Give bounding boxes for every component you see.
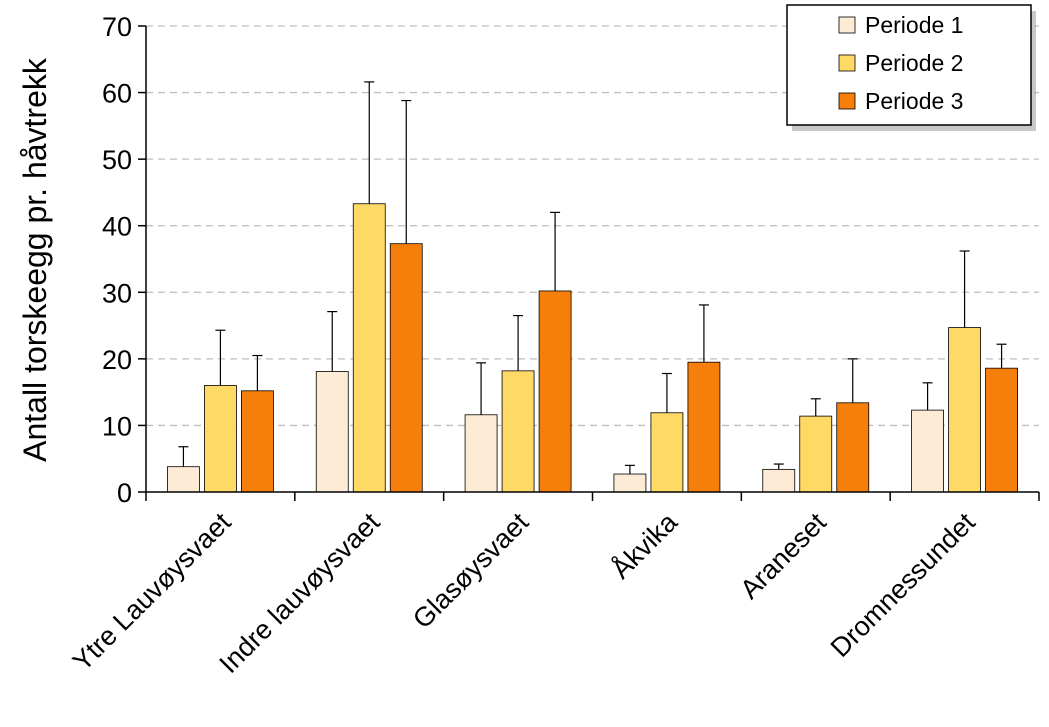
bar-periode-2 [799,415,833,493]
bar-periode-2 [501,370,535,493]
legend-box [786,4,1032,126]
bar-periode-3 [389,243,423,493]
legend-label: Periode 1 [865,12,963,38]
bar-periode-1 [911,409,944,493]
y-tick-label: 60 [102,79,132,109]
bar-periode-1 [762,468,796,493]
bar-periode-1 [613,473,647,493]
y-tick-label: 70 [102,12,132,42]
y-tick-label: 0 [117,478,132,508]
legend-swatch [838,92,856,110]
y-tick-label: 10 [102,411,132,441]
legend: Periode 1 Periode 2 Periode 3 [786,4,1036,131]
bar-periode-1 [315,371,349,493]
y-tick-label: 50 [102,145,132,175]
bar-periode-3 [985,367,1018,493]
axes [138,25,1040,501]
x-category-label: Araneset [734,507,832,605]
bar-periode-3 [687,361,721,493]
x-category-label: Dromnessundet [825,507,981,663]
bar-periode-2 [948,327,981,493]
legend-swatch [838,54,856,72]
y-tick-label: 30 [102,278,132,308]
x-category-label: Indre lauvøysvaet [214,507,386,679]
legend-label: Periode 3 [865,88,963,114]
y-tick-label: 20 [102,345,132,375]
bar-periode-1 [464,414,498,493]
legend-swatch [838,16,856,34]
bar-periode-3 [836,402,870,493]
y-tick-label: 40 [102,212,132,242]
y-tick-labels: 0 10 20 30 40 50 60 70 [102,12,132,508]
bars [167,203,1018,493]
legend-label: Periode 2 [865,50,963,76]
bar-periode-2 [352,203,386,493]
bar-periode-1 [167,466,200,493]
y-axis-label: Antall torskeegg pr. håvtrekk [17,57,53,462]
error-bars [178,81,1007,475]
x-category-label: Åkvika [605,506,684,585]
gridlines [146,25,1039,427]
bar-periode-3 [241,390,274,493]
x-category-label: Ytre Lauvøysvaet [67,507,237,677]
bar-periode-3 [538,290,572,493]
bar-periode-2 [204,385,237,493]
x-category-label: Glasøysvaet [407,507,535,635]
bar-periode-2 [650,412,684,493]
